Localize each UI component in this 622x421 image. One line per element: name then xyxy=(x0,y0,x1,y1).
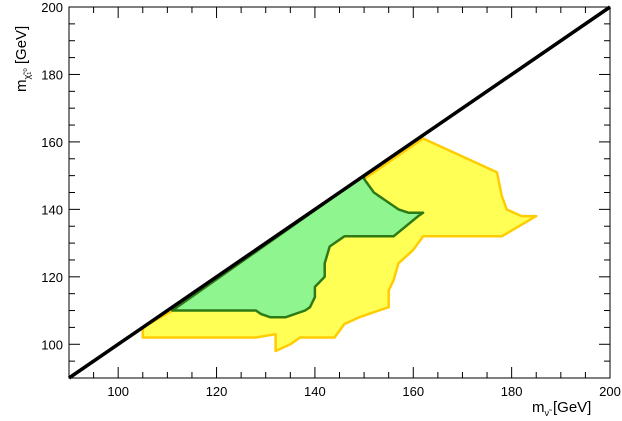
y-tick-label: 160 xyxy=(41,135,63,150)
x-tick-label: 180 xyxy=(501,384,523,399)
x-axis-title-sub: ν̃ xyxy=(545,408,554,418)
svg-text:mχ̃₁⁰[GeV]: mχ̃₁⁰ [GeV] xyxy=(13,26,32,92)
y-tick-label: 100 xyxy=(41,337,63,352)
exclusion-region-2 xyxy=(171,174,425,319)
kinematic-limit-line xyxy=(68,5,611,380)
x-axis-title-unit: [GeV] xyxy=(553,399,591,416)
x-tick-label: 100 xyxy=(107,384,129,399)
exclusion-region-1 xyxy=(141,137,538,353)
y-axis-title-unit: [GeV] xyxy=(13,26,30,64)
y-axis-ticks: 100 120 140 160 180 200 xyxy=(41,0,610,379)
x-tick-label: 200 xyxy=(599,384,621,399)
y-axis-title-sub: χ̃₁⁰ xyxy=(22,68,32,80)
x-axis-ticks: 100 120 140 160 180 200 xyxy=(68,7,621,399)
x-tick-label: 140 xyxy=(304,384,326,399)
exclusion-regions xyxy=(141,137,538,353)
y-axis-title: mχ̃₁⁰ [GeV] xyxy=(13,26,32,92)
svg-text:mν̃[GeV]: mν̃ [GeV] xyxy=(532,399,591,418)
y-tick-label: 180 xyxy=(41,67,63,82)
x-tick-label: 160 xyxy=(402,384,424,399)
y-axis-title-main: m xyxy=(13,80,30,93)
x-tick-label: 120 xyxy=(206,384,228,399)
x-axis-title-main: m xyxy=(532,399,545,416)
y-tick-label: 120 xyxy=(41,270,63,285)
x-axis-title: mν̃ [GeV] xyxy=(532,399,591,418)
y-tick-label: 200 xyxy=(41,0,63,15)
y-tick-label: 140 xyxy=(41,202,63,217)
